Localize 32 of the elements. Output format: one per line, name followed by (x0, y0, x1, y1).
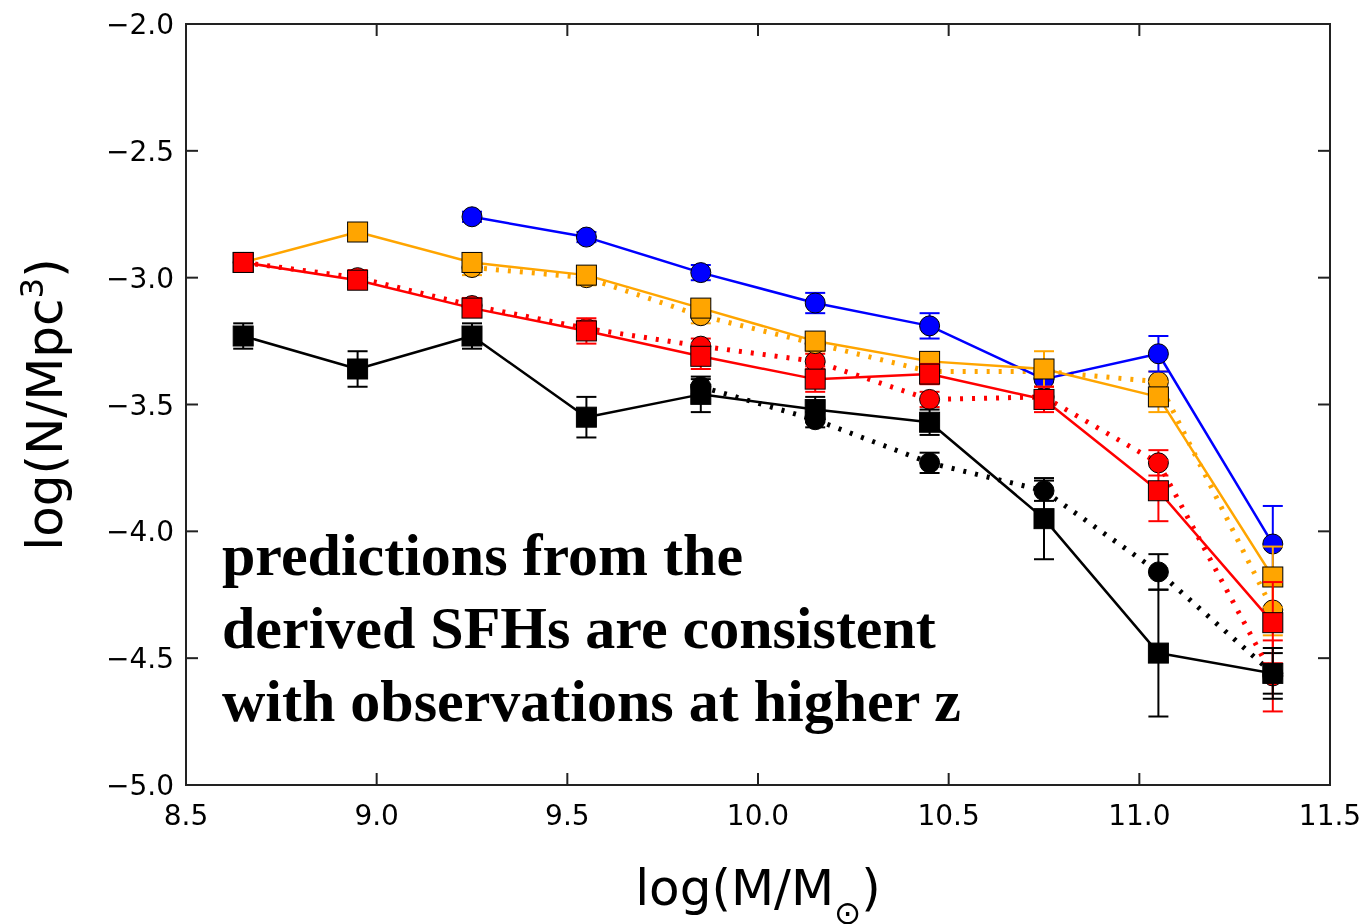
annotation: derived SFHs are consistent (222, 595, 936, 661)
point (347, 221, 369, 243)
x-axis-title: log(M/M$_{⊙}$) (635, 859, 881, 924)
y-tick-label: −3.0 (106, 261, 174, 295)
y-tick-label: −5.0 (106, 769, 174, 802)
point (575, 406, 597, 428)
annotation: with observations at higher z (222, 668, 961, 734)
y-tick-label: −2.5 (106, 134, 174, 168)
y-tick-label: −3.5 (106, 388, 174, 422)
point (1147, 343, 1169, 365)
x-tick-label: 9.0 (354, 799, 399, 832)
point (1147, 642, 1169, 664)
x-tick-label: 11.5 (1298, 799, 1362, 832)
x-tick-label: 10.0 (726, 799, 790, 832)
x-tick-label: 8.5 (163, 799, 209, 832)
y-tick-label: −4.0 (106, 515, 174, 549)
y-tick-label: −2.0 (106, 8, 174, 41)
point (461, 297, 483, 319)
annotation: predictions from the (222, 522, 744, 588)
point (1147, 386, 1169, 408)
x-tick-label: 11.0 (1108, 799, 1171, 832)
point (1033, 358, 1055, 380)
point (1033, 508, 1055, 530)
point (1147, 480, 1169, 502)
y-tick-label: −4.5 (106, 642, 174, 676)
point (347, 358, 369, 380)
x-tick-label: 10.5 (917, 799, 980, 832)
x-tick-label: 9.5 (545, 799, 590, 832)
point (1262, 612, 1284, 634)
point (1147, 561, 1169, 583)
point (461, 251, 483, 273)
point (919, 411, 941, 433)
